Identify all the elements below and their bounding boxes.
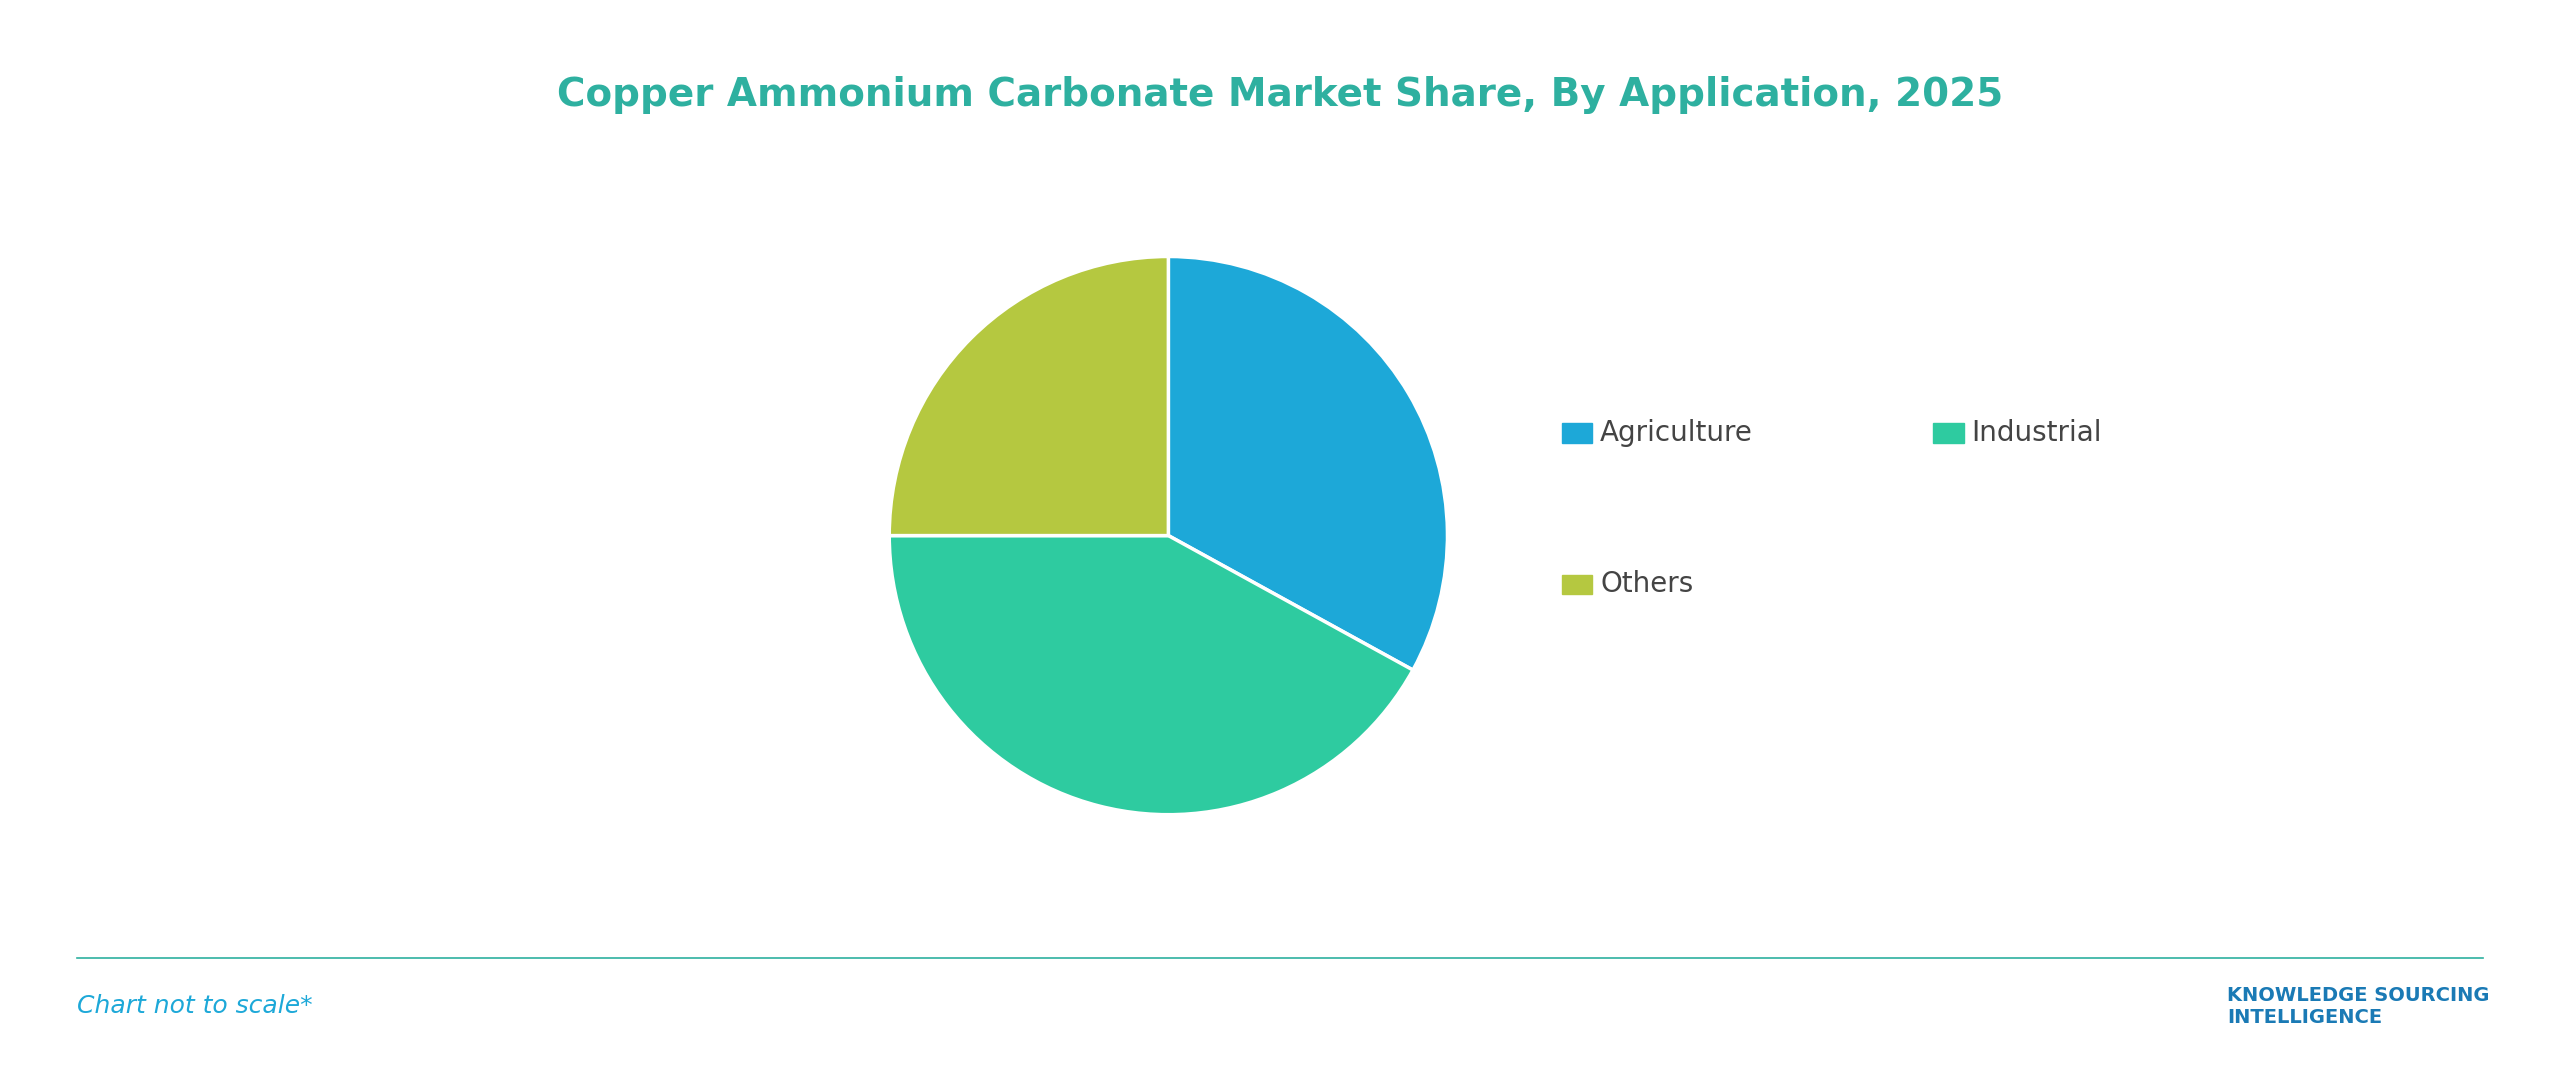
Text: Chart not to scale*: Chart not to scale* xyxy=(77,994,312,1018)
Wedge shape xyxy=(1167,256,1446,670)
Text: Others: Others xyxy=(1600,570,1692,598)
Text: Industrial: Industrial xyxy=(1971,419,2102,447)
Wedge shape xyxy=(888,256,1167,536)
Text: Agriculture: Agriculture xyxy=(1600,419,1754,447)
Text: KNOWLEDGE SOURCING
INTELLIGENCE: KNOWLEDGE SOURCING INTELLIGENCE xyxy=(2227,986,2491,1027)
Wedge shape xyxy=(888,536,1413,815)
Text: Copper Ammonium Carbonate Market Share, By Application, 2025: Copper Ammonium Carbonate Market Share, … xyxy=(558,76,2002,114)
